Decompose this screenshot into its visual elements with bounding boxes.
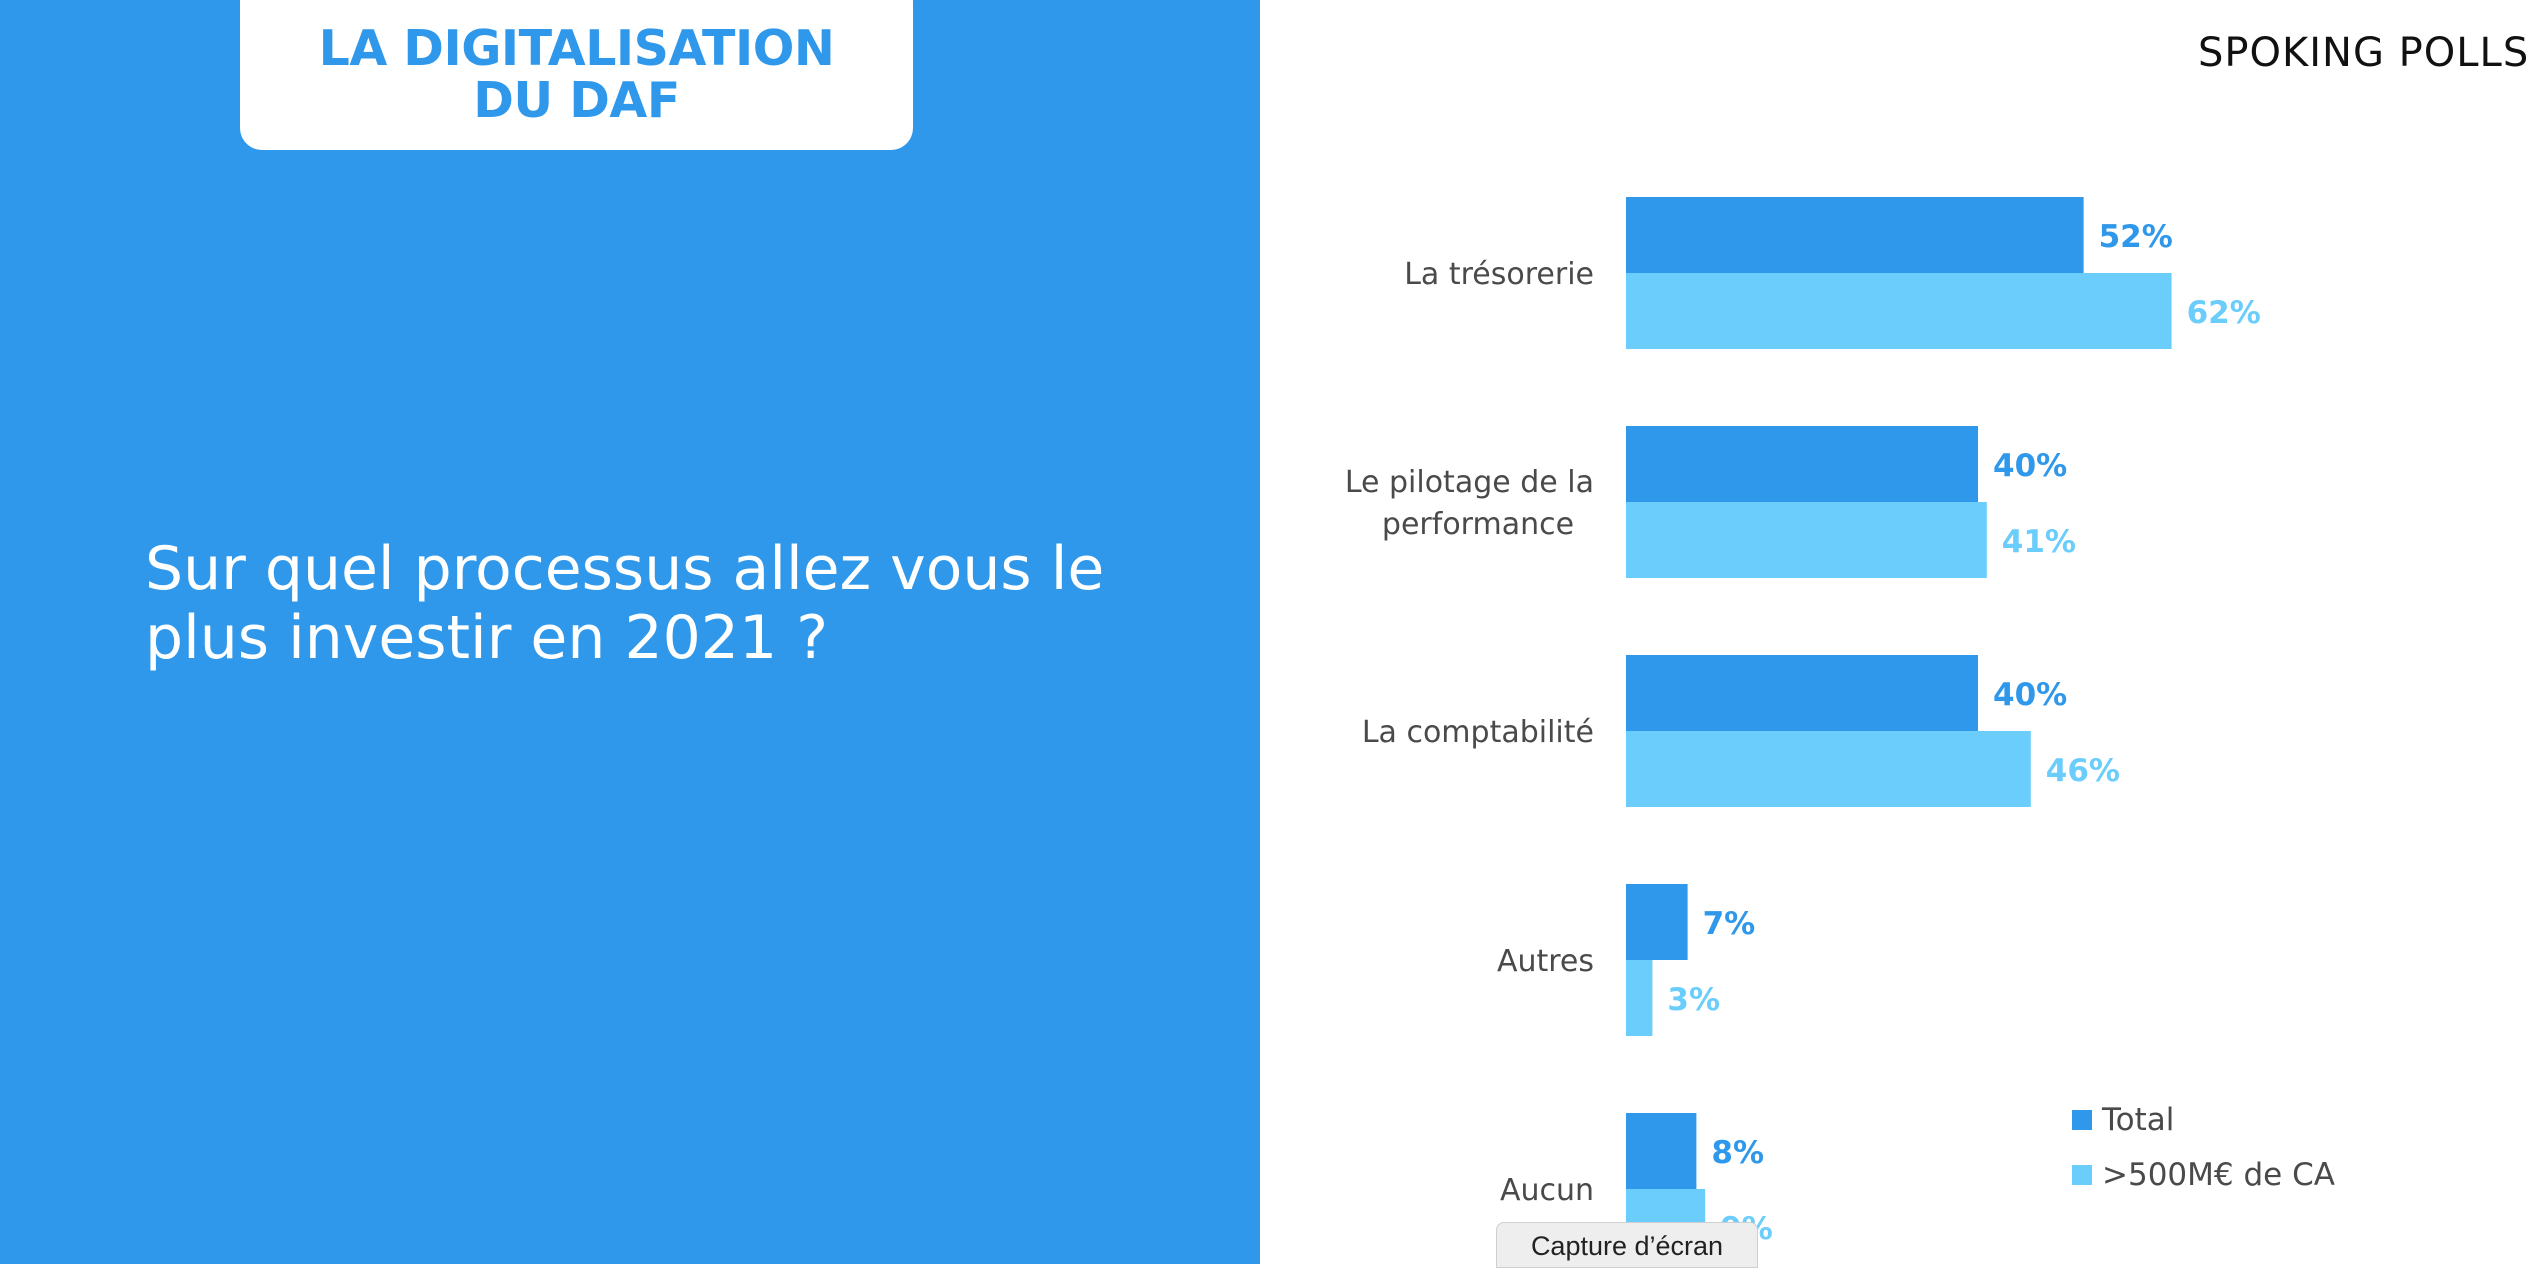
- title-card: LA DIGITALISATION DU DAF: [240, 0, 913, 150]
- legend-label-total: Total: [2102, 1101, 2175, 1138]
- legend-item-ca: >500M€ de CA: [2072, 1147, 2335, 1202]
- legend-label-ca: >500M€ de CA: [2102, 1156, 2335, 1193]
- left-panel: LA DIGITALISATION DU DAF Sur quel proces…: [0, 0, 1260, 1264]
- data-label: 52%: [2099, 219, 2173, 255]
- category-label: La trésorerie: [1404, 257, 1594, 292]
- data-label: 3%: [1667, 982, 1720, 1018]
- data-label: 40%: [1993, 677, 2067, 713]
- data-label: 7%: [1703, 906, 1756, 942]
- data-label: 62%: [2187, 295, 2261, 331]
- bar-ca: [1626, 960, 1653, 1036]
- bar-total: [1626, 426, 1978, 502]
- data-label: 46%: [2046, 753, 2120, 789]
- survey-question: Sur quel processus allez vous le plus in…: [145, 534, 1105, 673]
- bar-total: [1626, 197, 2084, 273]
- category-label: La comptabilité: [1362, 715, 1594, 750]
- legend-swatch-ca: [2072, 1164, 2092, 1185]
- bar-ca: [1626, 731, 2031, 807]
- category-label: Le pilotage de la performance: [1345, 465, 1594, 542]
- data-label: 40%: [1993, 448, 2067, 484]
- category-label: Aucun: [1500, 1173, 1594, 1208]
- bar-total: [1626, 1113, 1697, 1189]
- legend-swatch-total: [2072, 1109, 2092, 1130]
- title-line-1: LA DIGITALISATION: [318, 20, 835, 77]
- title-line-2: DU DAF: [473, 72, 680, 129]
- bar-ca: [1626, 502, 1987, 578]
- screenshot-tooltip: Capture d’écran: [1496, 1222, 1758, 1268]
- bar-total: [1626, 655, 1978, 731]
- data-label: 8%: [1711, 1135, 1764, 1171]
- brand-logo: SPOKING POLLS: [2198, 30, 2530, 76]
- bar-total: [1626, 884, 1688, 960]
- data-label: 41%: [2002, 524, 2076, 560]
- legend-item-total: Total: [2072, 1092, 2335, 1147]
- category-label: Autres: [1497, 944, 1594, 979]
- bar-ca: [1626, 273, 2172, 349]
- chart-legend: Total >500M€ de CA: [2072, 1092, 2335, 1202]
